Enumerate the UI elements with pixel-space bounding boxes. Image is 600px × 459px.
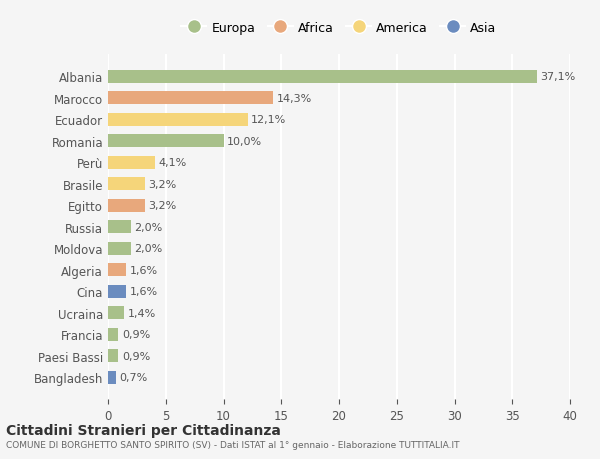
Text: 10,0%: 10,0% [227,136,262,146]
Text: 1,4%: 1,4% [128,308,156,318]
Text: 0,7%: 0,7% [119,372,148,382]
Bar [108,71,536,84]
Text: 3,2%: 3,2% [148,179,176,189]
Text: 2,0%: 2,0% [134,222,163,232]
Bar [108,178,145,191]
Bar [108,328,118,341]
Bar [108,157,155,169]
Text: 14,3%: 14,3% [277,94,312,104]
Text: 4,1%: 4,1% [159,158,187,168]
Bar [108,371,116,384]
Text: Cittadini Stranieri per Cittadinanza: Cittadini Stranieri per Cittadinanza [6,423,281,437]
Text: 2,0%: 2,0% [134,244,163,254]
Bar [108,221,131,234]
Text: 1,6%: 1,6% [130,265,158,275]
Bar [108,263,127,276]
Text: 12,1%: 12,1% [251,115,286,125]
Text: 0,9%: 0,9% [122,351,150,361]
Text: COMUNE DI BORGHETTO SANTO SPIRITO (SV) - Dati ISTAT al 1° gennaio - Elaborazione: COMUNE DI BORGHETTO SANTO SPIRITO (SV) -… [6,441,460,449]
Text: 1,6%: 1,6% [130,286,158,297]
Text: 0,9%: 0,9% [122,330,150,339]
Bar [108,307,124,319]
Bar [108,285,127,298]
Bar [108,199,145,212]
Bar [108,135,223,148]
Legend: Europa, Africa, America, Asia: Europa, Africa, America, Asia [176,17,502,39]
Bar [108,113,248,127]
Bar [108,92,273,105]
Text: 37,1%: 37,1% [540,72,575,82]
Bar [108,242,131,255]
Bar [108,349,118,362]
Text: 3,2%: 3,2% [148,201,176,211]
